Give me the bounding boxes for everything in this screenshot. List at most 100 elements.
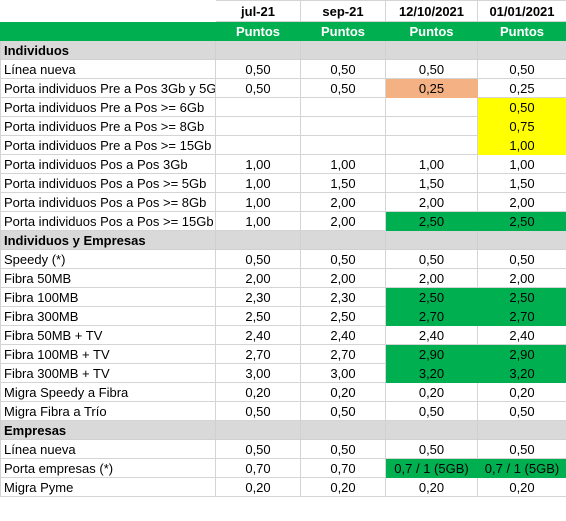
value-cell[interactable]: 2,50	[300, 306, 386, 326]
value-cell[interactable]: 2,70	[215, 344, 301, 364]
row-label-cell[interactable]: Porta individuos Pos a Pos >= 15Gb	[0, 211, 216, 231]
header-cell-12-10-2021[interactable]: 12/10/2021	[385, 0, 478, 22]
value-cell[interactable]	[215, 97, 301, 117]
section-empty-cell[interactable]	[477, 40, 566, 60]
value-cell[interactable]	[300, 97, 386, 117]
row-label-cell[interactable]: Migra Pyme	[0, 477, 216, 497]
value-cell[interactable]: 0,50	[300, 249, 386, 269]
value-cell[interactable]: 2,40	[477, 325, 566, 345]
value-cell[interactable]: 2,00	[385, 192, 478, 212]
value-cell[interactable]: 2,50	[477, 287, 566, 307]
row-label-cell[interactable]: Speedy (*)	[0, 249, 216, 269]
row-label-cell[interactable]: Porta individuos Pos a Pos 3Gb	[0, 154, 216, 174]
value-cell[interactable]: 2,70	[477, 306, 566, 326]
value-cell[interactable]: 2,40	[215, 325, 301, 345]
value-cell[interactable]: 1,00	[215, 154, 301, 174]
value-cell[interactable]: 2,00	[215, 268, 301, 288]
header-cell-jul-21[interactable]: jul-21	[215, 0, 301, 22]
value-cell[interactable]: 1,00	[300, 154, 386, 174]
value-cell[interactable]: 0,50	[215, 59, 301, 79]
row-label-cell[interactable]: Línea nueva	[0, 439, 216, 459]
row-label-cell[interactable]: Fibra 300MB + TV	[0, 363, 216, 383]
value-cell[interactable]: 0,70	[300, 458, 386, 478]
value-cell[interactable]: 0,50	[385, 249, 478, 269]
row-label-cell[interactable]: Porta empresas (*)	[0, 458, 216, 478]
value-cell[interactable]: 2,90	[385, 344, 478, 364]
section-label-cell[interactable]: Individuos y Empresas	[0, 230, 216, 250]
subheader-cell[interactable]: Puntos	[477, 21, 566, 41]
value-cell[interactable]: 0,20	[385, 477, 478, 497]
section-empty-cell[interactable]	[385, 40, 478, 60]
value-cell[interactable]: 0,20	[477, 382, 566, 402]
value-cell[interactable]: 0,50	[300, 78, 386, 98]
subheader-cell[interactable]: Puntos	[385, 21, 478, 41]
row-label-cell[interactable]: Porta individuos Pre a Pos 3Gb y 5G	[0, 78, 216, 98]
row-label-cell[interactable]: Fibra 50MB	[0, 268, 216, 288]
row-label-cell[interactable]: Fibra 100MB	[0, 287, 216, 307]
value-cell[interactable]: 3,00	[300, 363, 386, 383]
value-cell[interactable]: 0,7 / 1 (5GB)	[477, 458, 566, 478]
value-cell[interactable]: 0,50	[215, 78, 301, 98]
section-empty-cell[interactable]	[215, 40, 301, 60]
value-cell[interactable]: 0,50	[215, 249, 301, 269]
value-cell[interactable]: 2,50	[477, 211, 566, 231]
value-cell[interactable]: 2,40	[385, 325, 478, 345]
value-cell[interactable]	[215, 116, 301, 136]
value-cell[interactable]: 0,50	[477, 439, 566, 459]
row-label-cell[interactable]: Fibra 50MB + TV	[0, 325, 216, 345]
section-empty-cell[interactable]	[385, 420, 478, 440]
row-label-cell[interactable]: Línea nueva	[0, 59, 216, 79]
value-cell[interactable]: 2,30	[215, 287, 301, 307]
row-label-cell[interactable]: Porta individuos Pos a Pos >= 5Gb	[0, 173, 216, 193]
value-cell[interactable]: 2,00	[477, 268, 566, 288]
value-cell[interactable]: 3,00	[215, 363, 301, 383]
value-cell[interactable]	[215, 135, 301, 155]
row-label-cell[interactable]: Porta individuos Pos a Pos >= 8Gb	[0, 192, 216, 212]
value-cell[interactable]: 1,00	[477, 135, 566, 155]
value-cell[interactable]: 0,50	[385, 401, 478, 421]
section-label-cell[interactable]: Empresas	[0, 420, 216, 440]
value-cell[interactable]: 0,50	[385, 439, 478, 459]
value-cell[interactable]: 2,00	[300, 192, 386, 212]
value-cell[interactable]: 0,20	[477, 477, 566, 497]
value-cell[interactable]: 0,25	[477, 78, 566, 98]
value-cell[interactable]: 0,75	[477, 116, 566, 136]
value-cell[interactable]: 1,50	[477, 173, 566, 193]
value-cell[interactable]: 2,00	[300, 211, 386, 231]
section-empty-cell[interactable]	[300, 230, 386, 250]
value-cell[interactable]: 2,70	[300, 344, 386, 364]
value-cell[interactable]: 1,00	[215, 192, 301, 212]
value-cell[interactable]: 0,50	[215, 439, 301, 459]
value-cell[interactable]: 0,50	[300, 401, 386, 421]
value-cell[interactable]	[385, 97, 478, 117]
value-cell[interactable]: 2,90	[477, 344, 566, 364]
value-cell[interactable]: 0,70	[215, 458, 301, 478]
value-cell[interactable]: 0,50	[477, 249, 566, 269]
value-cell[interactable]: 2,00	[477, 192, 566, 212]
value-cell[interactable]: 1,00	[215, 173, 301, 193]
subheader-corner-cell[interactable]	[0, 21, 216, 41]
value-cell[interactable]	[300, 135, 386, 155]
value-cell[interactable]: 0,20	[385, 382, 478, 402]
value-cell[interactable]: 0,7 / 1 (5GB)	[385, 458, 478, 478]
value-cell[interactable]	[300, 116, 386, 136]
value-cell[interactable]: 2,50	[385, 287, 478, 307]
value-cell[interactable]	[385, 135, 478, 155]
value-cell[interactable]: 0,50	[300, 59, 386, 79]
value-cell[interactable]: 0,50	[477, 59, 566, 79]
section-empty-cell[interactable]	[300, 40, 386, 60]
value-cell[interactable]: 0,20	[215, 477, 301, 497]
header-corner-cell[interactable]	[0, 0, 216, 22]
header-cell-sep-21[interactable]: sep-21	[300, 0, 386, 22]
value-cell[interactable]: 2,70	[385, 306, 478, 326]
row-label-cell[interactable]: Migra Speedy a Fibra	[0, 382, 216, 402]
value-cell[interactable]: 0,20	[300, 477, 386, 497]
section-empty-cell[interactable]	[477, 230, 566, 250]
header-cell-01-01-2021[interactable]: 01/01/2021	[477, 0, 566, 22]
value-cell[interactable]: 1,50	[385, 173, 478, 193]
row-label-cell[interactable]: Fibra 100MB + TV	[0, 344, 216, 364]
value-cell[interactable]: 0,50	[215, 401, 301, 421]
subheader-cell[interactable]: Puntos	[215, 21, 301, 41]
value-cell[interactable]: 1,00	[215, 211, 301, 231]
value-cell[interactable]: 0,50	[385, 59, 478, 79]
